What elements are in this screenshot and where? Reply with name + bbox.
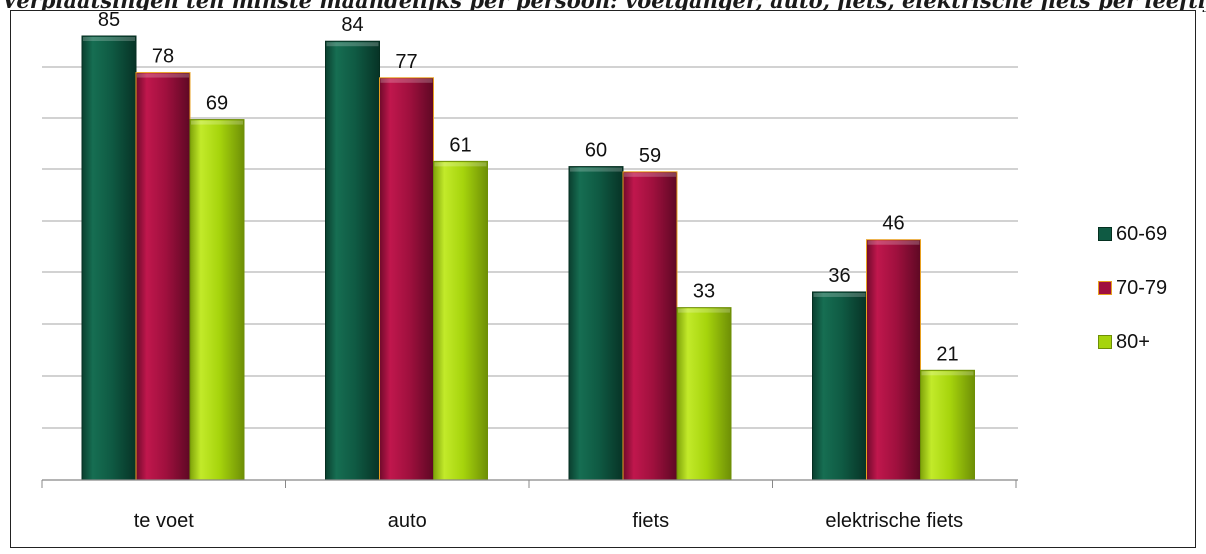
bar-bevel <box>326 42 379 47</box>
bar-60-69 <box>812 291 867 481</box>
bar-80-plus <box>189 119 245 481</box>
data-label: 85 <box>98 9 120 31</box>
bar-80-plus <box>676 307 732 481</box>
data-label: 69 <box>206 93 228 115</box>
bar-bevel <box>921 371 974 376</box>
legend-swatch-70-79 <box>1098 281 1112 295</box>
data-labels: 85 78 69 84 77 61 60 59 33 36 46 21 <box>98 9 959 365</box>
chart-title: Verplaatsingen ten minste maandelijks pe… <box>0 0 1206 12</box>
bar-bevel <box>434 162 487 167</box>
data-label: 61 <box>449 134 471 156</box>
bar-bevel <box>191 120 243 125</box>
bar-80-plus <box>920 369 975 481</box>
legend-item-70-79: 70-79 <box>1098 276 1167 300</box>
legend-label-70-79: 70-79 <box>1116 276 1168 299</box>
data-label: 46 <box>882 213 904 235</box>
legend-item-60-69: 60-69 <box>1098 222 1167 246</box>
bar-80-plus <box>433 160 488 481</box>
bar-70-79 <box>866 239 921 481</box>
data-label: 78 <box>152 46 174 68</box>
bar-bevel <box>380 78 433 83</box>
data-label: 59 <box>639 145 661 167</box>
data-label: 60 <box>585 140 607 162</box>
legend-swatch-80-plus <box>1098 335 1112 349</box>
data-label: 77 <box>395 51 417 73</box>
x-tick-label: fiets <box>632 510 669 532</box>
x-tick-label: elektrische fiets <box>825 510 963 532</box>
bar-60-69 <box>568 166 624 481</box>
bar-60-69 <box>325 40 380 481</box>
legend: 60-69 70-79 80+ <box>1098 222 1167 384</box>
bar-bevel <box>570 167 622 172</box>
bar-bevel <box>624 172 676 177</box>
legend-label-60-69: 60-69 <box>1116 222 1168 245</box>
legend-swatch-60-69 <box>1098 227 1112 241</box>
bar-bevel <box>83 37 135 41</box>
bar-bevel <box>137 73 189 78</box>
bar-bevel <box>813 292 866 297</box>
bar-bevel <box>678 308 730 313</box>
legend-item-80-plus: 80+ <box>1098 330 1167 354</box>
data-label: 21 <box>936 343 958 365</box>
x-tick-label: te voet <box>134 510 194 532</box>
x-axis: te voet auto fiets elektrische fiets <box>41 479 1018 532</box>
bar-70-79 <box>135 72 191 481</box>
data-label: 84 <box>341 14 363 36</box>
bar-bevel <box>867 240 920 245</box>
data-label: 33 <box>693 281 715 303</box>
legend-label-80-plus: 80+ <box>1116 330 1150 353</box>
bar-70-79 <box>379 77 434 481</box>
data-label: 36 <box>828 265 850 287</box>
bar-70-79 <box>622 171 678 481</box>
x-tick-label: auto <box>388 510 427 532</box>
bar-60-69 <box>81 35 137 481</box>
